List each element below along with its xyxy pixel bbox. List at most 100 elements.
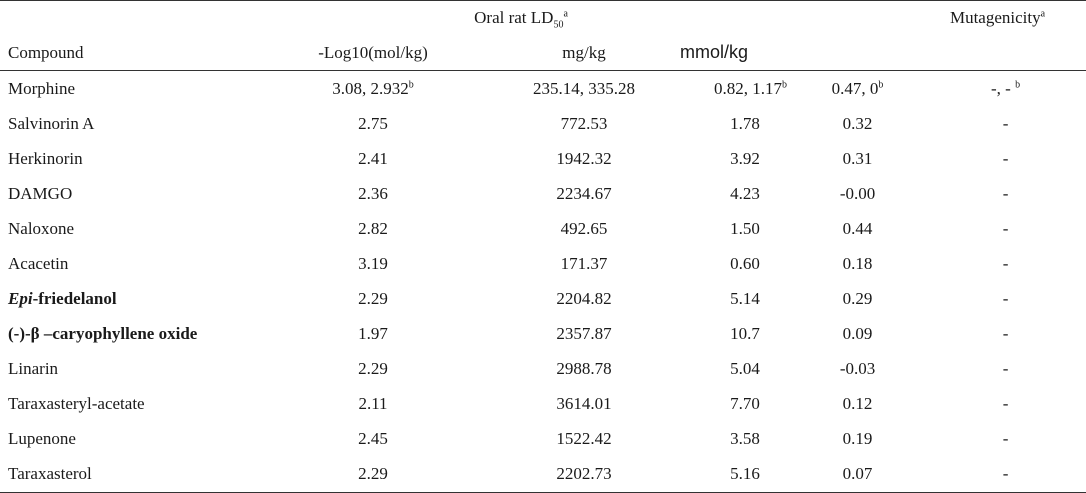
value-number: -0.00: [839, 183, 876, 203]
cell-mgkg: 772.53: [488, 106, 680, 141]
cell-compound: (-)-β –caryophyllene oxide: [0, 316, 258, 351]
log-value: 3.19: [358, 253, 388, 273]
cell-value: 0.12: [784, 386, 909, 421]
cell-mmolkg: 1.50: [680, 211, 784, 246]
cell-mmolkg: 4.23: [680, 176, 784, 211]
value-number: 0.31: [842, 148, 873, 168]
table-body: Morphine 3.08, 2.932b 235.14, 335.28 0.82, …: [0, 71, 1086, 493]
col-header-empty-2: [909, 35, 1086, 71]
mmolkg-footnote: b: [782, 78, 787, 90]
cell-log: 2.29: [258, 351, 488, 386]
column-header-row: Compound -Log10(mol/kg) mg/kg mmol/kg: [0, 35, 1086, 71]
cell-mmolkg: 3.58: [680, 421, 784, 456]
mgkg-value: 2202.73: [556, 464, 612, 483]
cell-compound: Naloxone: [0, 211, 258, 246]
value-number: 0.19: [842, 428, 873, 448]
mmolkg-value: 1.78: [730, 113, 760, 133]
cell-mutagenicity: -: [909, 106, 1086, 141]
log-value: 3.08, 2.932: [332, 78, 409, 98]
cell-mutagenicity: -: [909, 316, 1086, 351]
cell-value: 0.07: [784, 456, 910, 493]
table-row: Taraxasteryl-acetate 2.11 3614.01 7.70 0.12 -: [0, 386, 1086, 421]
cell-log: 3.19: [258, 246, 488, 281]
cell-mutagenicity: -: [909, 281, 1086, 316]
value-number: 0.12: [842, 393, 873, 413]
cell-mgkg: 2988.78: [488, 351, 680, 386]
table-row: (-)-β –caryophyllene oxide 1.97 2357.87 10.…: [0, 316, 1086, 351]
cell-value: 0.19: [784, 421, 909, 456]
log-value: 2.45: [358, 428, 388, 448]
cell-mgkg: 2234.67: [488, 176, 680, 211]
mmolkg-value: 1.50: [730, 218, 760, 238]
compound-name-bold: (-)-β –caryophyllene oxide: [8, 323, 198, 343]
mgkg-value: 3614.01: [556, 393, 612, 413]
cell-mgkg: 492.65: [488, 211, 680, 246]
compound-name: Lupenone: [8, 428, 76, 448]
cell-mgkg: 2202.73: [488, 456, 680, 493]
cell-mmolkg: 5.14: [680, 281, 784, 316]
cell-mutagenicity: -: [909, 456, 1086, 493]
mmolkg-value: 0.60: [730, 253, 760, 273]
compound-name: Taraxasterol: [8, 464, 92, 483]
compound-name: Herkinorin: [8, 148, 83, 168]
cell-mgkg: 171.37: [488, 246, 680, 281]
cell-mutagenicity: -: [909, 421, 1086, 456]
mutagenicity-value: -: [1002, 288, 1009, 308]
compound-name-rest: -friedelanol: [32, 288, 117, 308]
cell-mutagenicity: -: [909, 211, 1086, 246]
value-number: 0.44: [842, 218, 873, 238]
table-row: Epi-friedelanol 2.29 2204.82 5.14 0.29 -: [0, 281, 1086, 316]
log-value: 2.75: [358, 113, 388, 133]
mutagenicity-value: -: [1002, 393, 1009, 413]
mutagenicity-footnote: b: [1015, 78, 1021, 90]
col-header-log: -Log10(mol/kg): [258, 35, 488, 71]
table-row: Taraxasterol 2.29 2202.73 5.16 0.07 -: [0, 456, 1086, 493]
cell-mutagenicity: -: [909, 246, 1086, 281]
cell-mutagenicity: -, - b: [909, 71, 1086, 107]
oral-ld-footnote: a: [563, 8, 568, 20]
cell-value: 0.18: [784, 246, 909, 281]
cell-compound: DAMGO: [0, 176, 258, 211]
col-header-mmolkg: mmol/kg: [680, 35, 785, 71]
mgkg-value: 2234.67: [556, 183, 612, 203]
mmolkg-value: 5.16: [730, 464, 760, 483]
cell-value: 0.32: [784, 106, 909, 141]
log-value: 2.29: [358, 358, 388, 378]
mutagenicity-value: -: [1002, 253, 1009, 273]
oral-ld-subscript: 50: [553, 19, 564, 31]
cell-value: 0.47, 0b: [784, 71, 909, 107]
cell-compound: Lupenone: [0, 421, 258, 456]
compound-name: DAMGO: [8, 183, 73, 203]
mutagenicity-value: -: [1002, 358, 1009, 378]
group-header-empty: [0, 0, 258, 35]
cell-compound: Morphine: [0, 71, 258, 107]
mutagenicity-value: -, -: [990, 78, 1016, 98]
mutagenicity-value: -: [1002, 428, 1009, 448]
compound-name: Taraxasteryl-acetate: [8, 393, 145, 413]
mmolkg-value: 0.82, 1.17: [714, 78, 782, 98]
table-row: DAMGO 2.36 2234.67 4.23 -0.00 -: [0, 176, 1086, 211]
mutagenicity-footnote: a: [1040, 8, 1046, 20]
col-header-compound: Compound: [0, 35, 258, 71]
cell-mutagenicity: -: [909, 141, 1086, 176]
cell-mmolkg: 10.7: [680, 316, 784, 351]
cell-log: 2.82: [258, 211, 488, 246]
value-number: 0.29: [842, 288, 873, 308]
table-row: Naloxone 2.82 492.65 1.50 0.44 -: [0, 211, 1086, 246]
value-footnote: b: [878, 78, 884, 90]
log-value: 2.29: [358, 464, 388, 483]
cell-compound: Epi-friedelanol: [0, 281, 258, 316]
group-header-oral-ld50: Oral rat LD50a: [258, 0, 785, 35]
compound-name: Salvinorin A: [8, 113, 95, 133]
log-value: 1.97: [358, 323, 388, 343]
cell-log: 2.29: [258, 456, 488, 493]
compound-name: Naloxone: [8, 218, 75, 238]
value-number: -0.03: [839, 358, 876, 378]
log-footnote: b: [408, 78, 414, 90]
col-header-mgkg: mg/kg: [488, 35, 680, 71]
table-row: Salvinorin A 2.75 772.53 1.78 0.32 -: [0, 106, 1086, 141]
log-value: 2.41: [358, 148, 388, 168]
cell-mutagenicity: -: [909, 386, 1086, 421]
mmolkg-value: 3.58: [730, 428, 760, 448]
